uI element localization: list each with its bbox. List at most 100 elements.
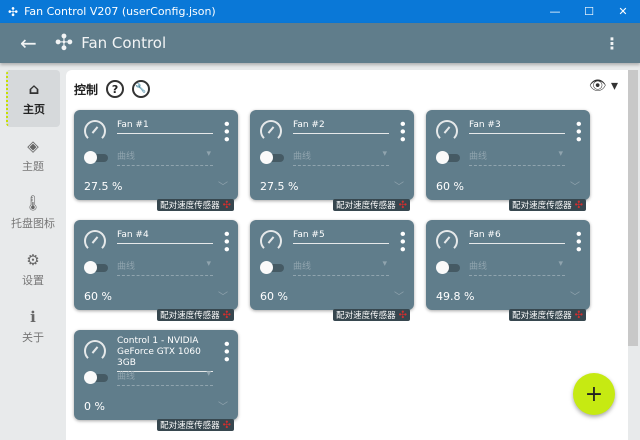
enable-toggle[interactable]: [84, 261, 108, 274]
pair-label: 配对速度传感器: [160, 311, 220, 321]
expand-chevron-icon[interactable]: ﹀: [570, 292, 580, 303]
expand-chevron-icon[interactable]: ﹀: [218, 402, 228, 413]
control-name-field[interactable]: Fan #4: [117, 230, 213, 244]
fan-icon: ✣: [398, 199, 407, 211]
pair-sensor-button[interactable]: 配对速度传感器 ✣: [157, 309, 234, 321]
pair-label: 配对速度传感器: [336, 311, 396, 321]
minimize-button[interactable]: —: [549, 5, 561, 18]
fan-value: 60 %: [84, 290, 112, 303]
curve-select[interactable]: 曲线: [117, 149, 213, 166]
fan-icon: ✣: [222, 419, 231, 431]
back-arrow-icon[interactable]: ←: [20, 31, 37, 55]
fan-control-card: Fan #5 ••• 曲线 60 % ﹀ 配对速度传感器✣: [250, 220, 414, 321]
card-menu-icon[interactable]: •••: [395, 230, 409, 254]
expand-chevron-icon[interactable]: ﹀: [218, 182, 228, 193]
expand-chevron-icon[interactable]: ﹀: [218, 292, 228, 303]
sidebar-item-1[interactable]: ◈ 主题: [6, 127, 60, 184]
control-name-field[interactable]: Fan #5: [293, 230, 389, 244]
control-name-field[interactable]: Control 1 - NVIDIA GeForce GTX 1060 3GB: [117, 336, 213, 372]
sidebar-item-3[interactable]: ⚙ 设置: [6, 241, 60, 298]
pair-sensor-button[interactable]: 配对速度传感器 ✣: [333, 309, 410, 321]
enable-toggle[interactable]: [260, 261, 284, 274]
curve-select[interactable]: 曲线: [469, 259, 565, 276]
sidebar-item-0[interactable]: ⌂ 主页: [6, 70, 60, 127]
fan-icon: ✣: [222, 309, 231, 321]
fan-value: 49.8 %: [436, 290, 475, 303]
curve-select[interactable]: 曲线: [293, 149, 389, 166]
fan-value: 0 %: [84, 400, 105, 413]
fan-value: 27.5 %: [84, 180, 123, 193]
pair-sensor-button[interactable]: 配对速度传感器 ✣: [157, 199, 234, 211]
expand-chevron-icon[interactable]: ﹀: [394, 182, 404, 193]
pair-sensor-button[interactable]: 配对速度传感器 ✣: [509, 309, 586, 321]
curve-select[interactable]: 曲线: [117, 259, 213, 276]
pair-sensor-button[interactable]: 配对速度传感器 ✣: [509, 199, 586, 211]
app-header: ← ✣ Fan Control ⋮: [0, 23, 640, 63]
visibility-eye-icon[interactable]: 👁 ▾: [588, 78, 618, 94]
gauge-icon: [84, 340, 106, 362]
fan-value: 60 %: [260, 290, 288, 303]
control-name-field[interactable]: Fan #2: [293, 120, 389, 134]
fan-icon: ✣: [222, 199, 231, 211]
card-menu-icon[interactable]: •••: [219, 230, 233, 254]
control-name-field[interactable]: Fan #3: [469, 120, 565, 134]
gauge-icon: [84, 230, 106, 252]
fan-icon: ✣: [574, 199, 583, 211]
sidebar-item-label: 主页: [23, 103, 45, 116]
card-menu-icon[interactable]: •••: [219, 340, 233, 364]
scrollbar[interactable]: [628, 70, 638, 346]
sidebar-item-label: 设置: [22, 274, 44, 287]
fan-logo-icon: ✣: [54, 30, 74, 56]
sidebar-item-label: 托盘图标: [11, 217, 55, 230]
card-menu-icon[interactable]: •••: [395, 120, 409, 144]
section-title: 控制: [74, 82, 99, 97]
info-icon: ℹ: [30, 308, 36, 326]
sidebar-item-2[interactable]: 🌡 托盘图标: [6, 184, 60, 241]
maximize-button[interactable]: ☐: [584, 5, 594, 18]
more-menu-icon[interactable]: ⋮: [604, 33, 620, 53]
sidebar-item-label: 关于: [22, 331, 44, 344]
help-icon[interactable]: ?: [106, 80, 125, 98]
curve-select[interactable]: 曲线: [469, 149, 565, 166]
fan-icon: ✣: [574, 309, 583, 321]
pair-sensor-button[interactable]: 配对速度传感器 ✣: [157, 419, 234, 431]
enable-toggle[interactable]: [436, 261, 460, 274]
gauge-icon: [260, 230, 282, 252]
window-title: Fan Control V207 (userConfig.json): [24, 5, 216, 18]
fan-control-card: Control 1 - NVIDIA GeForce GTX 1060 3GB …: [74, 330, 238, 431]
add-button[interactable]: +: [573, 373, 615, 415]
expand-chevron-icon[interactable]: ﹀: [570, 182, 580, 193]
card-menu-icon[interactable]: •••: [571, 230, 585, 254]
gauge-icon: [84, 120, 106, 142]
fan-value: 27.5 %: [260, 180, 299, 193]
control-name-field[interactable]: Fan #1: [117, 120, 213, 134]
fan-control-card: Fan #6 ••• 曲线 49.8 % ﹀ 配对速度传感器✣: [426, 220, 590, 321]
fan-value: 60 %: [436, 180, 464, 193]
card-menu-icon[interactable]: •••: [219, 120, 233, 144]
pair-label: 配对速度传感器: [512, 201, 572, 211]
gauge-icon: [436, 230, 458, 252]
enable-toggle[interactable]: [436, 151, 460, 164]
curve-select[interactable]: 曲线: [117, 369, 213, 386]
sidebar-item-4[interactable]: ℹ 关于: [6, 298, 60, 355]
enable-toggle[interactable]: [84, 151, 108, 164]
fan-control-card: Fan #2 ••• 曲线 27.5 % ﹀ 配对速度传感器✣: [250, 110, 414, 211]
close-button[interactable]: ✕: [618, 5, 628, 18]
app-icon: ✣: [8, 4, 19, 19]
pair-label: 配对速度传感器: [160, 421, 220, 431]
wrench-icon[interactable]: 🔧: [132, 80, 151, 98]
pair-label: 配对速度传感器: [336, 201, 396, 211]
app-title: Fan Control: [81, 34, 167, 52]
enable-toggle[interactable]: [260, 151, 284, 164]
title-bar: ✣ Fan Control V207 (userConfig.json) — ☐…: [0, 0, 640, 23]
gear-icon: ⚙: [26, 251, 40, 269]
fan-control-card: Fan #1 ••• 曲线 27.5 % ﹀ 配对速度传感器✣: [74, 110, 238, 211]
control-name-field[interactable]: Fan #6: [469, 230, 565, 244]
sidebar-item-label: 主题: [22, 160, 44, 173]
expand-chevron-icon[interactable]: ﹀: [394, 292, 404, 303]
pair-label: 配对速度传感器: [512, 311, 572, 321]
curve-select[interactable]: 曲线: [293, 259, 389, 276]
pair-sensor-button[interactable]: 配对速度传感器 ✣: [333, 199, 410, 211]
enable-toggle[interactable]: [84, 371, 108, 384]
card-menu-icon[interactable]: •••: [571, 120, 585, 144]
